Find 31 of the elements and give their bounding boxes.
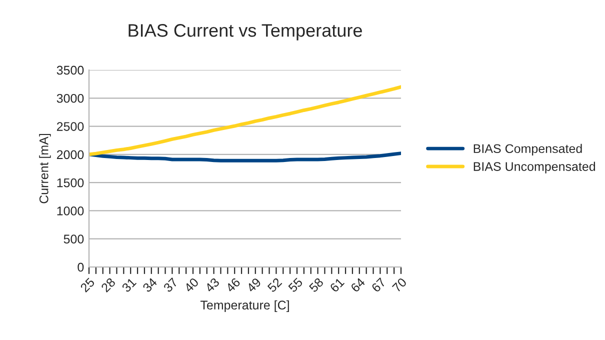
x-tick-label: 37 [162, 277, 178, 293]
legend-label: BIAS Uncompensated [474, 162, 596, 174]
x-tick-label: 34 [142, 277, 158, 293]
y-tick-label: 500 [64, 234, 84, 244]
legend-label: BIAS Compensated [474, 144, 582, 156]
x-tick-label: 52 [266, 277, 282, 293]
y-tick-label: 2500 [56, 122, 84, 131]
x-tick-label: 28 [100, 277, 116, 293]
line-series [89, 152, 401, 162]
x-tick-label: 43 [204, 277, 220, 293]
chart-title: BIAS Current vs Temperature [128, 24, 362, 40]
x-tick-label: 31 [121, 277, 137, 293]
x-tick-label: 25 [80, 277, 96, 293]
x-tick-label: 49 [246, 277, 262, 293]
y-tick-label: 1500 [57, 178, 84, 188]
x-tick-label: 40 [184, 277, 200, 293]
y-tick-label: 2000 [56, 150, 84, 160]
x-tick-label: 70 [392, 277, 408, 293]
y-axis-title: Current [mA] [39, 134, 51, 204]
y-tick-label: 0 [78, 262, 84, 272]
x-tick-label: 55 [288, 277, 304, 293]
line-series [89, 85, 401, 156]
x-tick-label: 61 [329, 277, 345, 293]
x-tick-label: 58 [308, 277, 324, 293]
x-tick-label: 67 [371, 277, 386, 293]
y-tick-label: 1000 [57, 206, 84, 216]
x-tick-label: 64 [350, 277, 366, 293]
y-tick-label: 3500 [56, 66, 84, 75]
x-axis-title: Temperature [C] [200, 300, 289, 312]
x-tick-label: 46 [225, 277, 241, 293]
y-tick-label: 3000 [56, 94, 84, 103]
